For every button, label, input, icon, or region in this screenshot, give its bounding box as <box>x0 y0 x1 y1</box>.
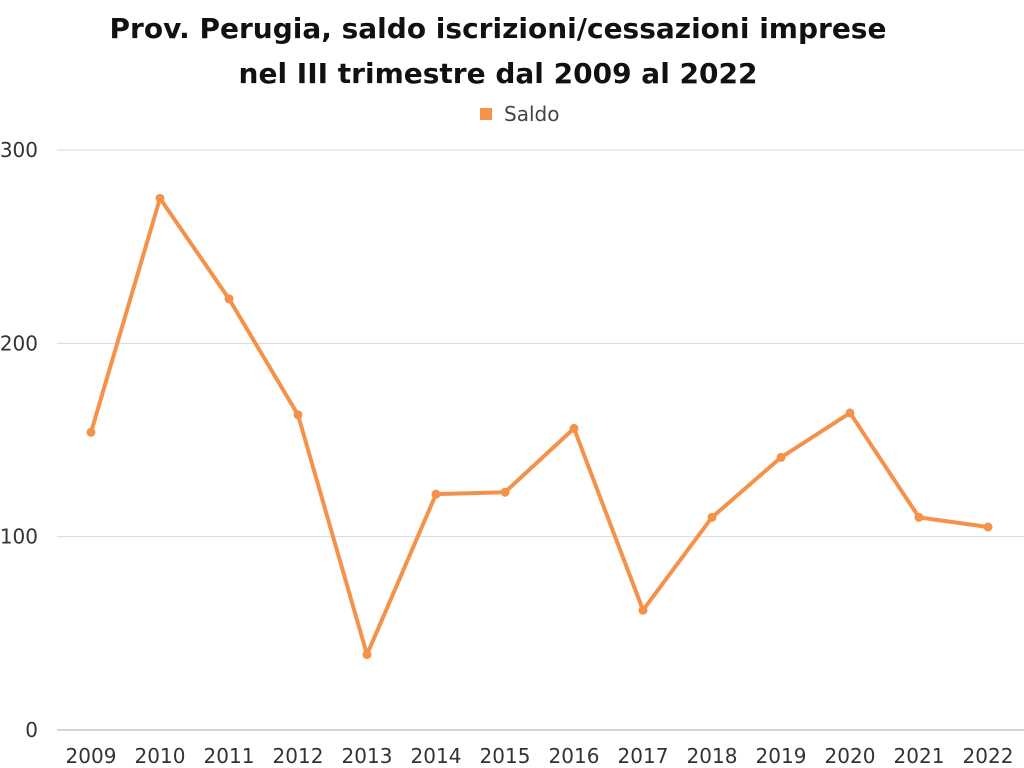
series-layer <box>86 193 993 660</box>
data-point-2014 <box>431 489 441 499</box>
chart-title-line-2: nel III trimestre dal 2009 al 2022 <box>238 57 758 90</box>
legend-label-saldo: Saldo <box>504 102 560 126</box>
y-axis-tick-labels: 0 100 200 300 <box>0 138 38 742</box>
x-tick-label-2022: 2022 <box>963 744 1014 768</box>
x-tick-label-2011: 2011 <box>204 744 255 768</box>
x-tick-label-2014: 2014 <box>411 744 462 768</box>
data-point-2017 <box>638 605 648 615</box>
legend-swatch-saldo <box>480 108 492 120</box>
y-tick-label-200: 200 <box>0 331 38 355</box>
data-point-2013 <box>362 650 372 660</box>
data-point-2015 <box>500 487 510 497</box>
legend: Saldo <box>480 102 559 126</box>
data-point-2022 <box>983 522 993 532</box>
x-tick-label-2021: 2021 <box>894 744 945 768</box>
x-tick-label-2017: 2017 <box>618 744 669 768</box>
x-tick-label-2015: 2015 <box>480 744 531 768</box>
x-axis-tick-labels: 2009 2010 2011 2012 2013 2014 2015 2016 2017 2018… <box>66 744 1014 768</box>
data-point-2009 <box>86 427 96 437</box>
y-tick-label-0: 0 <box>25 718 38 742</box>
data-point-2020 <box>845 408 855 418</box>
x-tick-label-2013: 2013 <box>342 744 393 768</box>
series-line-saldo <box>89 196 990 657</box>
data-point-2010 <box>155 193 165 203</box>
gridlines <box>57 149 1024 731</box>
data-point-2012 <box>293 410 303 420</box>
x-tick-label-2010: 2010 <box>135 744 186 768</box>
x-tick-label-2020: 2020 <box>825 744 876 768</box>
data-point-2011 <box>224 294 234 304</box>
y-tick-label-100: 100 <box>0 525 38 549</box>
data-point-2019 <box>776 452 786 462</box>
x-tick-label-2009: 2009 <box>66 744 117 768</box>
y-tick-label-300: 300 <box>0 138 38 162</box>
x-tick-label-2018: 2018 <box>687 744 738 768</box>
chart-title: Prov. Perugia, saldo iscrizioni/cessazio… <box>60 6 936 96</box>
chart-title-line-1: Prov. Perugia, saldo iscrizioni/cessazio… <box>109 12 887 45</box>
data-point-2016 <box>569 423 579 433</box>
x-tick-label-2019: 2019 <box>756 744 807 768</box>
data-point-2021 <box>914 512 924 522</box>
data-point-2018 <box>707 512 717 522</box>
x-tick-label-2016: 2016 <box>549 744 600 768</box>
x-tick-label-2012: 2012 <box>273 744 324 768</box>
